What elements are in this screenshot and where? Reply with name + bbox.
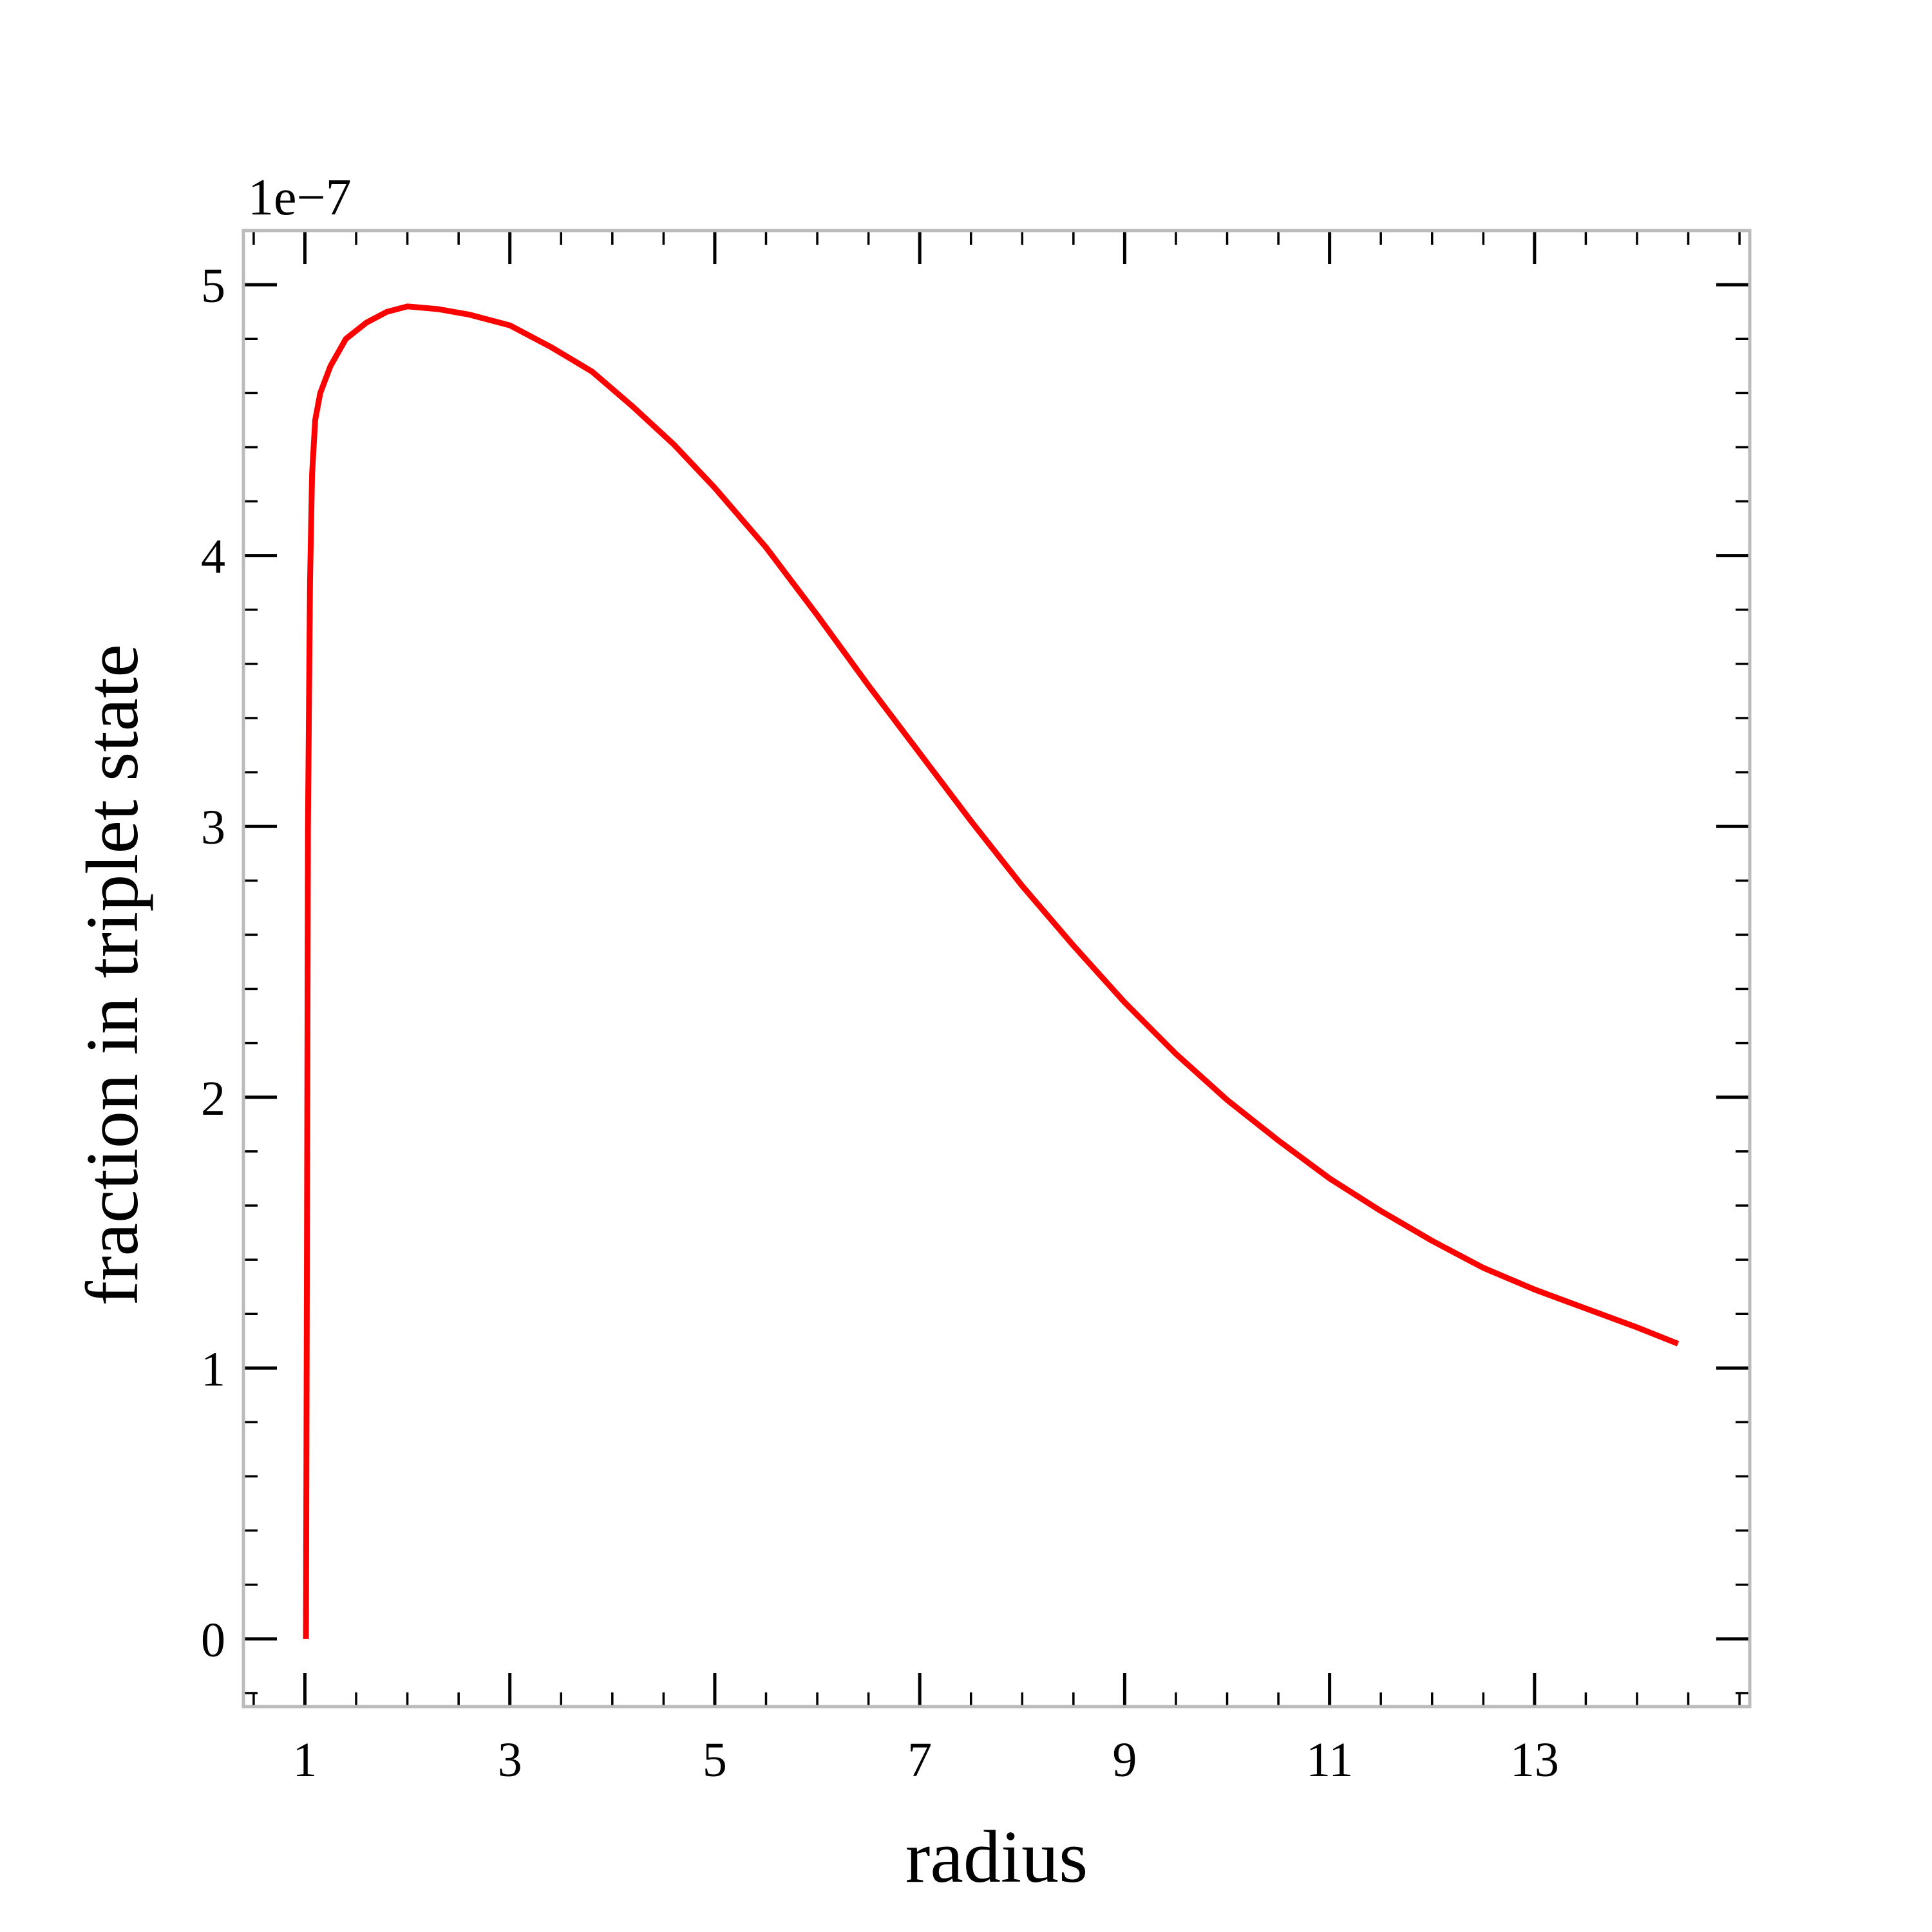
x-tick-label: 9	[1112, 1733, 1137, 1787]
x-tick-label: 5	[703, 1733, 727, 1787]
x-tick-label: 7	[907, 1733, 932, 1787]
y-tick-label: 5	[201, 259, 225, 313]
y-tick-label: 2	[201, 1072, 225, 1126]
x-tick-label: 3	[498, 1733, 522, 1787]
tick-marks	[243, 231, 1750, 1707]
y-tick-label: 4	[201, 530, 225, 584]
y-tick-label: 3	[201, 800, 225, 855]
y-tick-label: 0	[201, 1613, 225, 1667]
x-tick-label: 13	[1510, 1733, 1559, 1787]
x-tick-label: 1	[292, 1733, 317, 1787]
x-axis-label: radius	[905, 1816, 1088, 1899]
plot-frame	[242, 229, 1752, 1709]
x-tick-label: 11	[1306, 1733, 1353, 1787]
y-axis-label: fraction in triplet state	[71, 644, 154, 1306]
y-offset-label: 1e−7	[248, 169, 352, 226]
y-tick-label: 1	[201, 1342, 225, 1396]
series-line	[303, 303, 1680, 1639]
